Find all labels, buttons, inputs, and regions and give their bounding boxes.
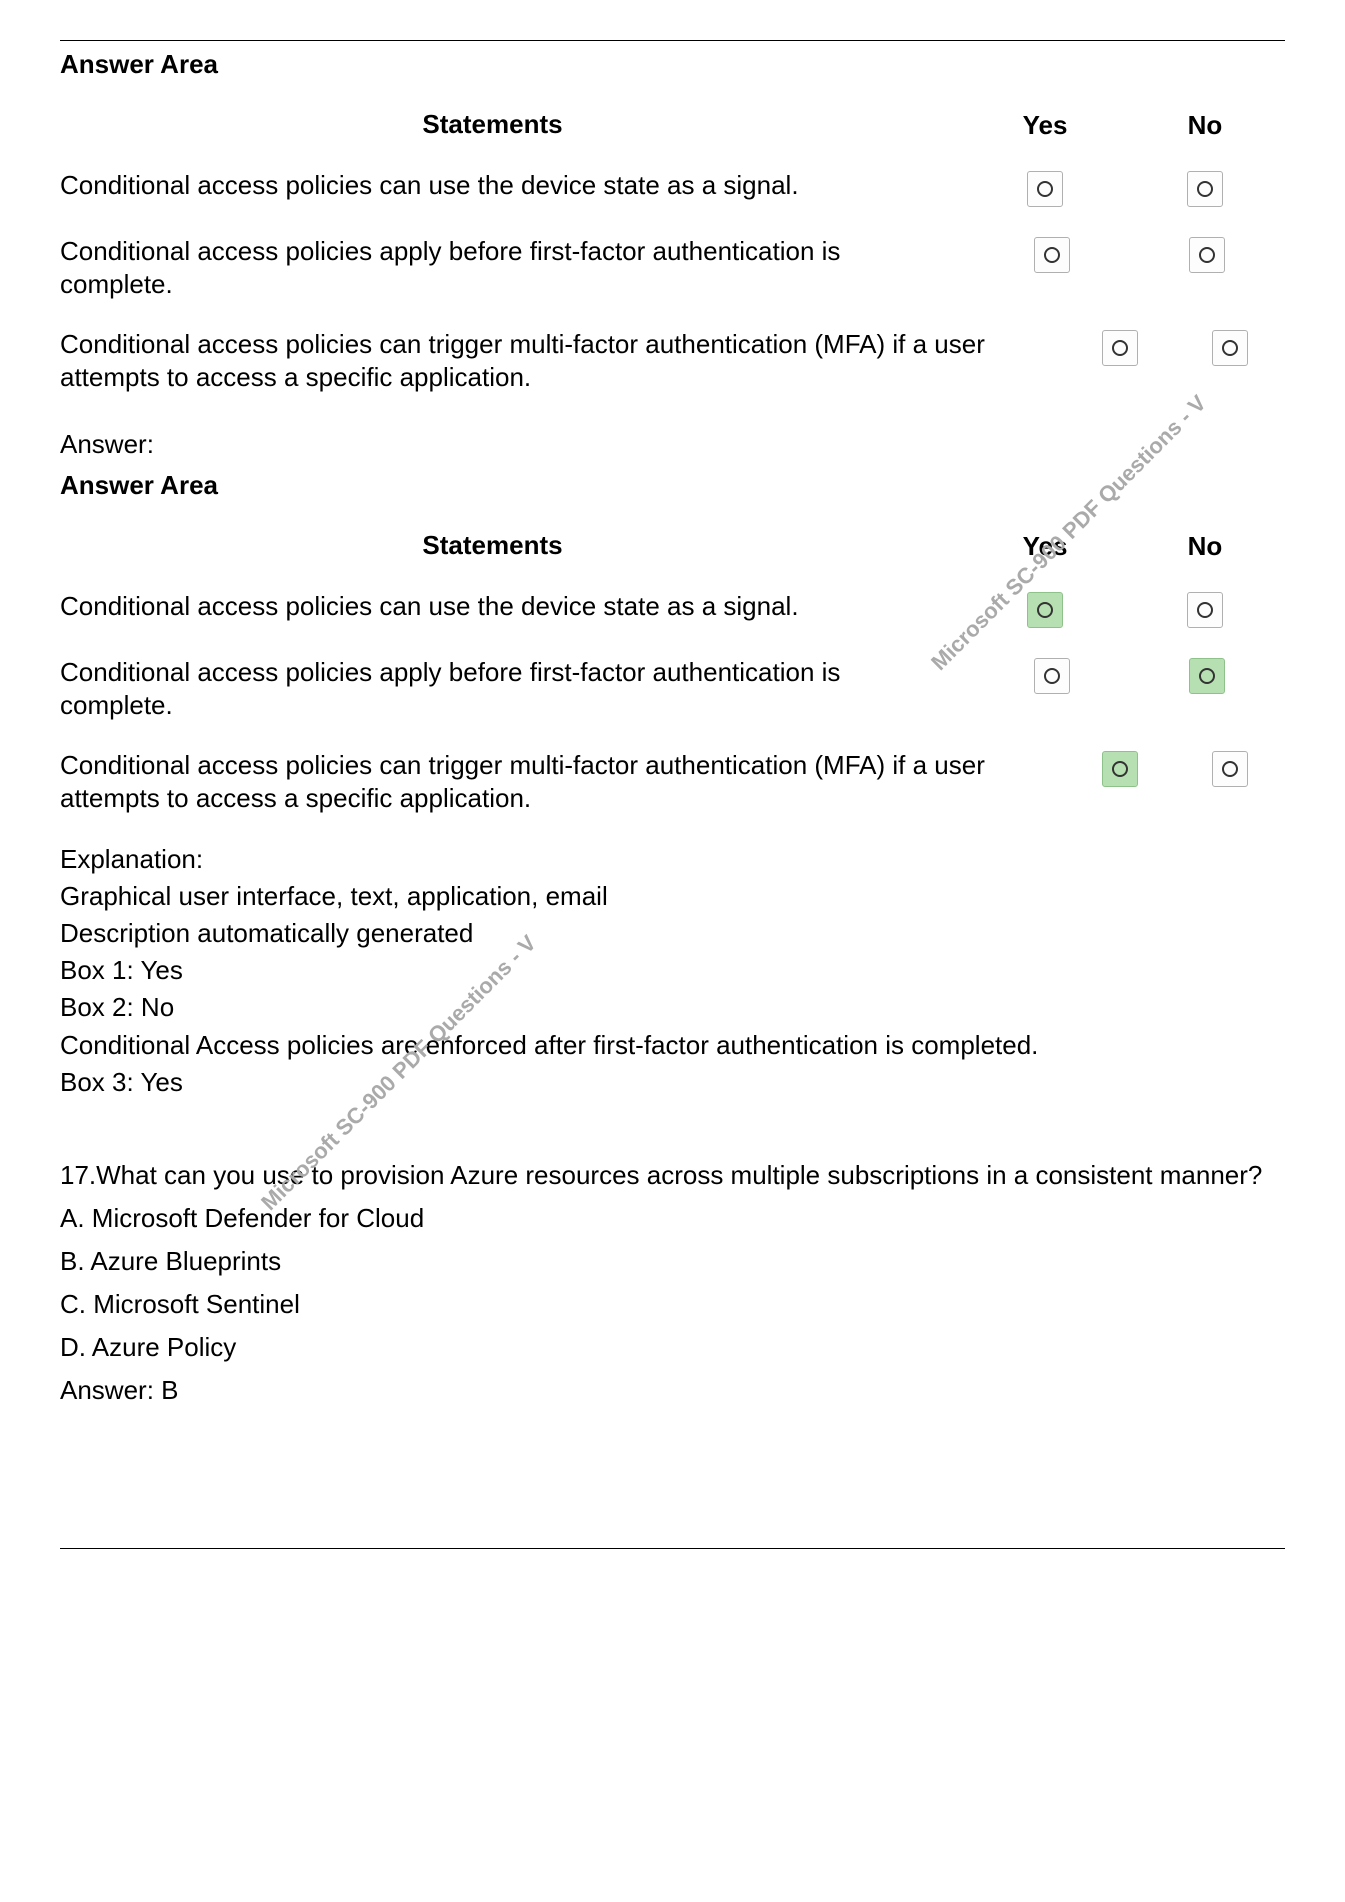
statement-text: Conditional access policies can use the … [60, 169, 965, 202]
q17-option: A. Microsoft Defender for Cloud [60, 1201, 1285, 1236]
table-row: Conditional access policies can use the … [60, 155, 1285, 221]
radio-yes[interactable] [1034, 237, 1070, 273]
explanation-line: Box 3: Yes [60, 1065, 1285, 1100]
radio-no[interactable] [1212, 751, 1248, 787]
answer-area-title-2: Answer Area [60, 470, 1285, 501]
table-header: Statements Yes No [60, 94, 1285, 155]
radio-yes[interactable] [1027, 171, 1063, 207]
statement-text: Conditional access policies apply before… [60, 235, 974, 300]
top-rule [60, 40, 1285, 41]
table-header: Statements Yes No [60, 515, 1285, 576]
statement-text: Conditional access policies can trigger … [60, 749, 1065, 814]
radio-yes-selected[interactable] [1102, 751, 1138, 787]
statement-text: Conditional access policies apply before… [60, 656, 974, 721]
radio-no-selected[interactable] [1189, 658, 1225, 694]
q17-option: C. Microsoft Sentinel [60, 1287, 1285, 1322]
radio-no[interactable] [1187, 171, 1223, 207]
radio-yes[interactable] [1102, 330, 1138, 366]
radio-no[interactable] [1189, 237, 1225, 273]
header-no: No [1125, 108, 1285, 141]
q17-option: B. Azure Blueprints [60, 1244, 1285, 1279]
radio-yes[interactable] [1034, 658, 1070, 694]
radio-no[interactable] [1212, 330, 1248, 366]
bottom-rule [60, 1548, 1285, 1549]
explanation-line: Box 2: No [60, 990, 1285, 1025]
header-statements: Statements [60, 529, 965, 562]
header-yes: Yes [965, 108, 1125, 141]
radio-no[interactable] [1187, 592, 1223, 628]
table-row: Conditional access policies apply before… [60, 221, 1285, 314]
header-no: No [1125, 529, 1285, 562]
statements-table-answered: Statements Yes No Conditional access pol… [60, 515, 1285, 828]
header-statements: Statements [60, 108, 965, 141]
table-row: Conditional access policies can use the … [60, 576, 1285, 642]
radio-yes-selected[interactable] [1027, 592, 1063, 628]
explanation-block: Explanation: Graphical user interface, t… [60, 842, 1285, 1100]
q17-answer: Answer: B [60, 1373, 1285, 1408]
header-yes: Yes [965, 529, 1125, 562]
page: Answer Area Statements Yes No Conditiona… [0, 0, 1345, 1669]
table-row: Conditional access policies apply before… [60, 642, 1285, 735]
q17-option: D. Azure Policy [60, 1330, 1285, 1365]
statement-text: Conditional access policies can trigger … [60, 328, 1065, 393]
statements-table-blank: Statements Yes No Conditional access pol… [60, 94, 1285, 407]
q17-question: 17.What can you use to provision Azure r… [60, 1158, 1285, 1193]
explanation-line: Box 1: Yes [60, 953, 1285, 988]
table-row: Conditional access policies can trigger … [60, 314, 1285, 407]
explanation-line: Conditional Access policies are enforced… [60, 1028, 1285, 1063]
explanation-label: Explanation: [60, 842, 1285, 877]
explanation-line: Description automatically generated [60, 916, 1285, 951]
table-row: Conditional access policies can trigger … [60, 735, 1285, 828]
statement-text: Conditional access policies can use the … [60, 590, 965, 623]
answer-label: Answer: [60, 427, 1285, 462]
answer-area-title-1: Answer Area [60, 49, 1285, 80]
explanation-line: Graphical user interface, text, applicat… [60, 879, 1285, 914]
